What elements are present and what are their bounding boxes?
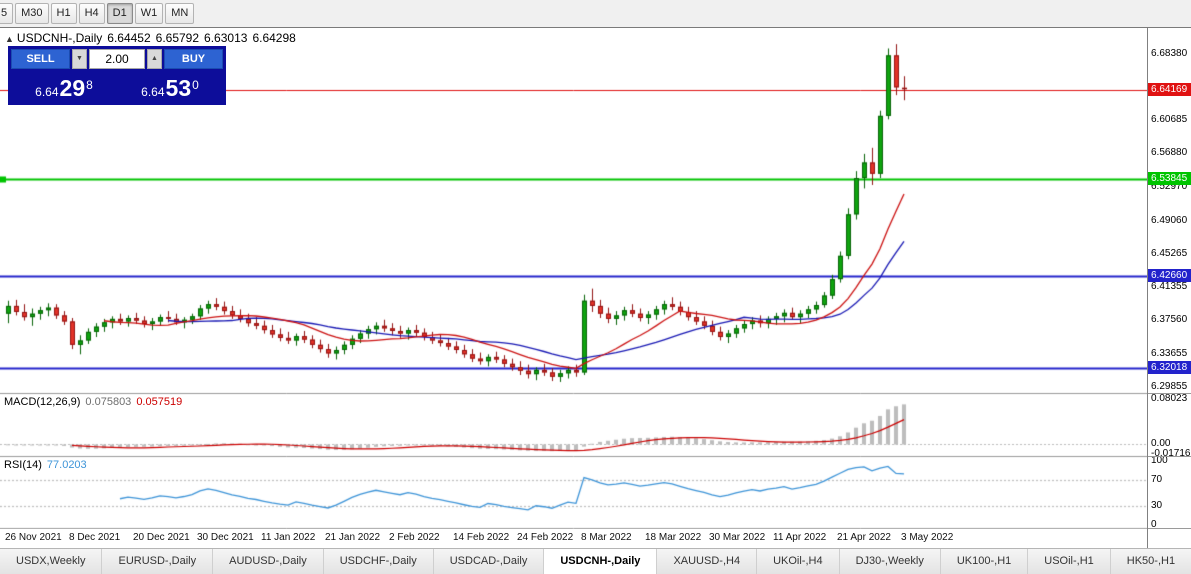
panel-collapse-icon[interactable]: ▲ (5, 34, 14, 44)
date-label: 21 Jan 2022 (325, 532, 381, 543)
buy-price-small: 6.64 (141, 85, 165, 99)
date-label: 21 Apr 2022 (837, 532, 891, 543)
macd-label-text: MACD(12,26,9) (4, 396, 81, 408)
volume-decrease-button[interactable]: ▼ (72, 49, 87, 69)
chart-tab-uk100-h1[interactable]: UK100-,H1 (940, 549, 1029, 574)
time-axis[interactable]: 26 Nov 2021 8 Dec 2021 20 Dec 2021 30 Dec 2… (0, 529, 1147, 548)
sell-price-small: 6.64 (35, 85, 59, 99)
chart-tab-usdcnh-daily[interactable]: USDCNH-,Daily (544, 549, 658, 574)
rsi-axis-label: 0 (1151, 519, 1157, 530)
price-level-badge: 6.42660 (1148, 269, 1191, 283)
chart-tab-usoil-h1[interactable]: USOil-,H1 (1028, 549, 1111, 574)
chart-tab-hk50-h1[interactable]: HK50-,H1 (1110, 549, 1191, 574)
buy-price: 6.64 53 0 (117, 69, 223, 102)
chart-tab-dj30-weekly[interactable]: DJ30-,Weekly (839, 549, 941, 574)
price-axis[interactable]: 6.68380 6.60685 6.56880 6.52970 6.49060 6.452… (1147, 28, 1191, 549)
rsi-indicator-label: RSI(14) 77.0203 (4, 459, 87, 471)
macd-axis-label: 0.08023 (1151, 393, 1188, 404)
price-axis-label: 6.60685 (1151, 114, 1188, 126)
date-label: 11 Apr 2022 (773, 532, 827, 543)
date-label: 11 Jan 2022 (261, 532, 316, 543)
date-label: 30 Mar 2022 (709, 532, 766, 543)
panel-separator (1148, 456, 1191, 457)
rsi-value: 77.0203 (46, 459, 87, 471)
chart-tab-bar: USDX,Weekly EURUSD-,Daily AUDUSD-,Daily USD… (0, 548, 1191, 574)
macd-value-signal: 0.057519 (136, 396, 183, 408)
ohlc-close: 6.64298 (252, 31, 296, 45)
rsi-label-text: RSI(14) (4, 459, 42, 471)
timeframe-button-mn[interactable]: MN (165, 3, 195, 24)
timeframe-button-d1[interactable]: D1 (106, 3, 133, 24)
chart-tab-audusd-daily[interactable]: AUDUSD-,Daily (213, 549, 324, 574)
ohlc-high: 6.65792 (155, 31, 200, 45)
price-level-badge: 6.32018 (1148, 360, 1191, 374)
sell-price-sup: 8 (86, 78, 93, 92)
chart-tab-usdchf-daily[interactable]: USDCHF-,Daily (323, 549, 434, 574)
price-level-badge: 6.64169 (1148, 83, 1191, 97)
date-label: 2 Feb 2022 (389, 532, 440, 543)
buy-button[interactable]: BUY (164, 49, 223, 69)
timeframe-button-h4[interactable]: H4 (78, 3, 105, 24)
date-label: 18 Mar 2022 (645, 532, 702, 543)
price-axis-label: 6.41355 (1151, 281, 1188, 293)
chart-tab-ukoil-h4[interactable]: UKOil-,H4 (757, 549, 840, 574)
chart-ohlc-title: ▲ USDCNH-,Daily 6.64452 6.65792 6.63013 6.642… (5, 31, 301, 45)
macd-indicator-label: MACD(12,26,9) 0.075803 0.057519 (4, 396, 182, 408)
price-axis-label: 6.45265 (1151, 247, 1188, 259)
rsi-axis-label: 70 (1151, 474, 1163, 486)
price-axis-label: 6.56880 (1151, 147, 1188, 159)
buy-price-big: 53 (165, 75, 192, 101)
timeframe-button-5[interactable]: 5 (0, 3, 14, 24)
price-axis-label: 6.33655 (1151, 347, 1188, 359)
sell-price-big: 29 (59, 75, 86, 101)
one-click-trade-panel: SELL ▼ ▲ BUY 6.64 29 8 6.64 53 0 (8, 46, 226, 105)
timeframe-button-m30[interactable]: M30 (15, 3, 49, 24)
sell-price: 6.64 29 8 (11, 69, 117, 102)
price-axis-label: 6.37560 (1151, 314, 1188, 326)
timeframe-button-h1[interactable]: H1 (50, 3, 77, 24)
timeframe-button-w1[interactable]: W1 (134, 3, 164, 24)
price-level-badge: 6.53845 (1148, 172, 1191, 186)
date-label: 26 Nov 2021 (5, 532, 62, 543)
price-axis-label: 6.29855 (1151, 380, 1188, 392)
date-label: 24 Feb 2022 (517, 532, 574, 543)
chart-tab-eurusd-daily[interactable]: EURUSD-,Daily (102, 549, 214, 574)
ohlc-open: 6.64452 (107, 31, 151, 45)
sell-button[interactable]: SELL (11, 49, 70, 69)
date-label: 20 Dec 2021 (133, 532, 190, 543)
price-chart-canvas[interactable] (0, 28, 1147, 548)
chart-symbol: USDCNH-,Daily (16, 31, 103, 45)
chart-tab-xauusd-h4[interactable]: XAUUSD-,H4 (657, 549, 758, 574)
price-axis-label: 6.49060 (1151, 214, 1188, 226)
chart-tab-usdx-weekly[interactable]: USDX,Weekly (0, 549, 103, 574)
macd-axis-label: 0.00 (1151, 438, 1171, 450)
ohlc-low: 6.63013 (204, 31, 248, 45)
panel-separator (1148, 393, 1191, 394)
timeframe-toolbar: 5 M30 H1 H4 D1 W1 MN (0, 0, 1191, 27)
rsi-axis-label: 30 (1151, 499, 1163, 511)
price-axis-label: 6.52970 (1151, 180, 1188, 192)
panel-separator (1148, 528, 1191, 529)
chart-panel: ▲ USDCNH-,Daily 6.64452 6.65792 6.63013 6.642… (0, 27, 1191, 549)
macd-value-main: 0.075803 (85, 396, 132, 408)
date-label: 3 May 2022 (901, 532, 954, 543)
macd-axis-label: -0.01716 (1151, 448, 1191, 459)
date-label: 8 Dec 2021 (69, 532, 121, 543)
volume-increase-button[interactable]: ▲ (147, 49, 162, 69)
volume-input[interactable] (89, 49, 145, 69)
date-label: 30 Dec 2021 (197, 532, 254, 543)
buy-price-sup: 0 (192, 78, 199, 92)
date-label: 8 Mar 2022 (581, 532, 632, 543)
price-axis-label: 6.68380 (1151, 47, 1188, 59)
rsi-axis-label: 100 (1151, 455, 1168, 466)
chart-tab-usdcad-daily[interactable]: USDCAD-,Daily (433, 549, 545, 574)
date-label: 14 Feb 2022 (453, 532, 510, 543)
